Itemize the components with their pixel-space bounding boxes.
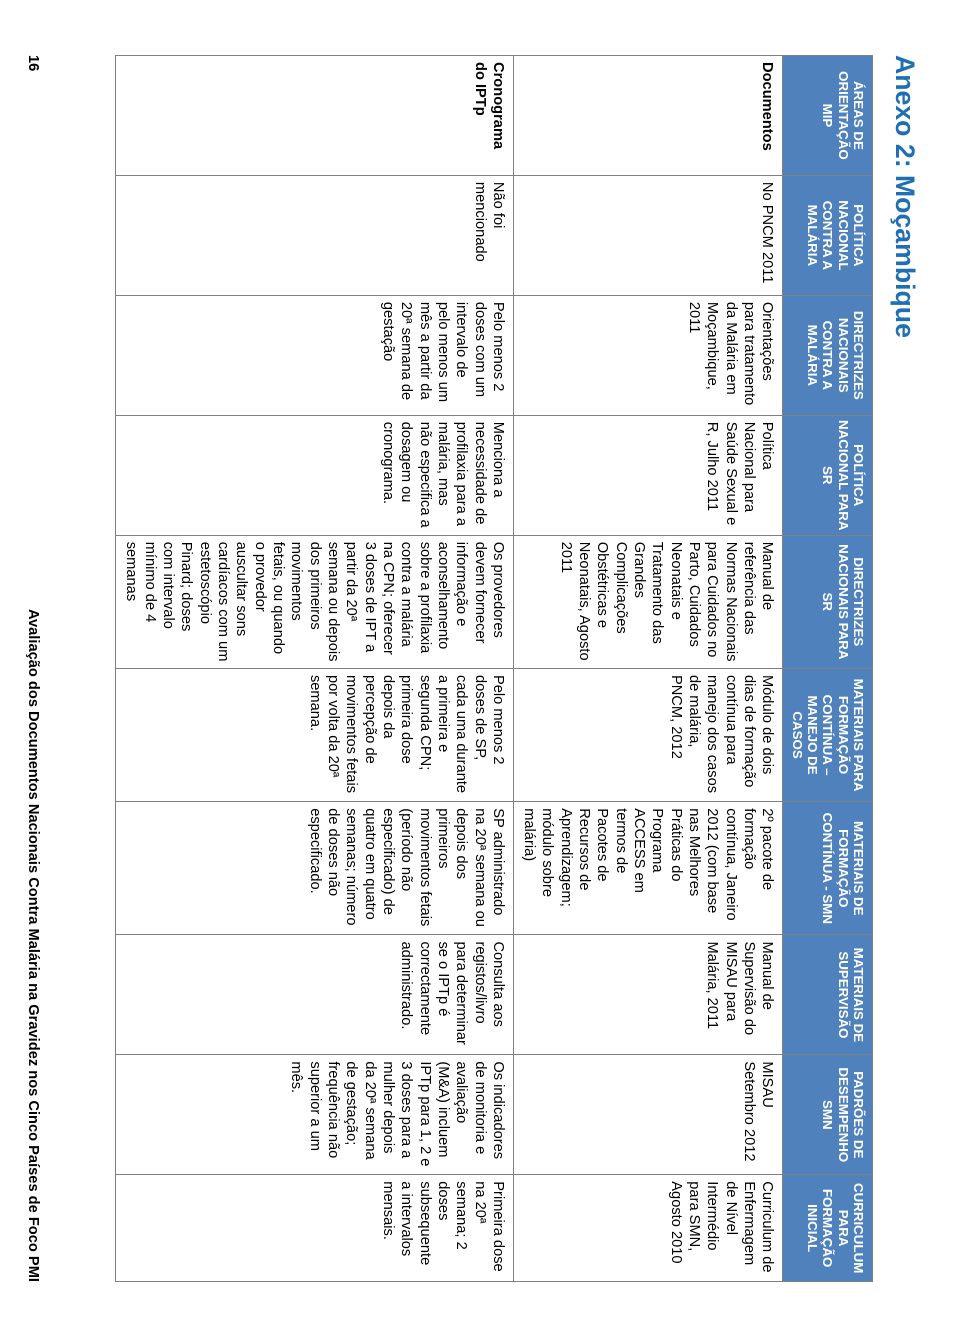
table-cell: Os indicadores de monitoria e avaliação …	[115, 1055, 513, 1175]
table-cell: MISAU Setembro 2012	[513, 1055, 783, 1175]
table-cell: Não foi mencionado	[115, 175, 513, 295]
table-cell: 2º pacote de formação contínua, Janeiro …	[513, 802, 783, 935]
content-rotated: Anexo 2: Moçambique ÁREAS DE ORIENTAÇÃO …	[0, 0, 960, 1337]
table-cell: Primeira dose na 20ª semana; 2 doses sub…	[115, 1175, 513, 1282]
table-cell: SP administrado na 20ª semana ou depois …	[115, 802, 513, 935]
table-cell: No PNCM 2011	[513, 175, 783, 295]
header-cell: MATERIAIS DE FORMAÇÃO CONTÍNUA - SMN	[783, 802, 873, 935]
table-row: Cronograma do IPTpNão foi mencionadoPelo…	[115, 56, 513, 1282]
page-number: 16	[25, 55, 41, 71]
table-cell: Curriculum de Enfermagem de Nível Interm…	[513, 1175, 783, 1282]
header-cell: MATERIAIS DE SUPERVISÃO	[783, 935, 873, 1055]
page-footer: 16 Avaliação dos Documentos Nacionais Co…	[25, 55, 71, 1282]
header-cell: POLÍTICA NACIONAL CONTRA A MALÁRIA	[783, 175, 873, 295]
table-cell: Pelo menos 2 doses de SP, cada uma duran…	[115, 668, 513, 801]
table-cell: Orientações para tratamento da Malária e…	[513, 295, 783, 415]
table-cell: Os provedores devem fornecer informação …	[115, 535, 513, 668]
page-title: Anexo 2: Moçambique	[889, 55, 920, 1282]
table-cell: Pelo menos 2 doses com um intervalo de p…	[115, 295, 513, 415]
table-cell: Módulo de dois dias de formação contínua…	[513, 668, 783, 801]
policy-table: ÁREAS DE ORIENTAÇÃO MIPPOLÍTICA NACIONAL…	[115, 55, 873, 1282]
header-cell: CURRICULUM PARA FORMAÇÃO INICIAL	[783, 1175, 873, 1282]
footer-caption: Avaliação dos Documentos Nacionais Contr…	[25, 609, 41, 1282]
table-cell: Manual de Supervisão do MISAU para Malár…	[513, 935, 783, 1055]
table-body: DocumentosNo PNCM 2011Orientações para t…	[115, 56, 782, 1282]
header-row: ÁREAS DE ORIENTAÇÃO MIPPOLÍTICA NACIONAL…	[783, 56, 873, 1282]
header-cell: PADRÕES DE DESEMPENHO SMN	[783, 1055, 873, 1175]
header-cell: DIRECTRIZES NACIONAIS PARA SR	[783, 535, 873, 668]
table-cell: Consulta aos registos/livro para determi…	[115, 935, 513, 1055]
header-cell: DIRECTRIZES NACIONAIS CONTRA A MALÁRIA	[783, 295, 873, 415]
header-cell: ÁREAS DE ORIENTAÇÃO MIP	[783, 56, 873, 176]
table-cell: Menciona a necessidade de profilaxia par…	[115, 415, 513, 535]
table-head: ÁREAS DE ORIENTAÇÃO MIPPOLÍTICA NACIONAL…	[783, 56, 873, 1282]
table-cell: Manual de referência das Normas Nacionai…	[513, 535, 783, 668]
row-label: Documentos	[513, 56, 783, 176]
row-label: Cronograma do IPTp	[115, 56, 513, 176]
header-cell: MATERIAIS PARA FORMAÇÃO CONTÍNUA – MANEJ…	[783, 668, 873, 801]
table-row: DocumentosNo PNCM 2011Orientações para t…	[513, 56, 783, 1282]
header-cell: POLÍTICA NACIONAL PARA SR	[783, 415, 873, 535]
table-cell: Política Nacional para Saúde Sexual e R,…	[513, 415, 783, 535]
page-container: Anexo 2: Moçambique ÁREAS DE ORIENTAÇÃO …	[0, 0, 960, 1337]
